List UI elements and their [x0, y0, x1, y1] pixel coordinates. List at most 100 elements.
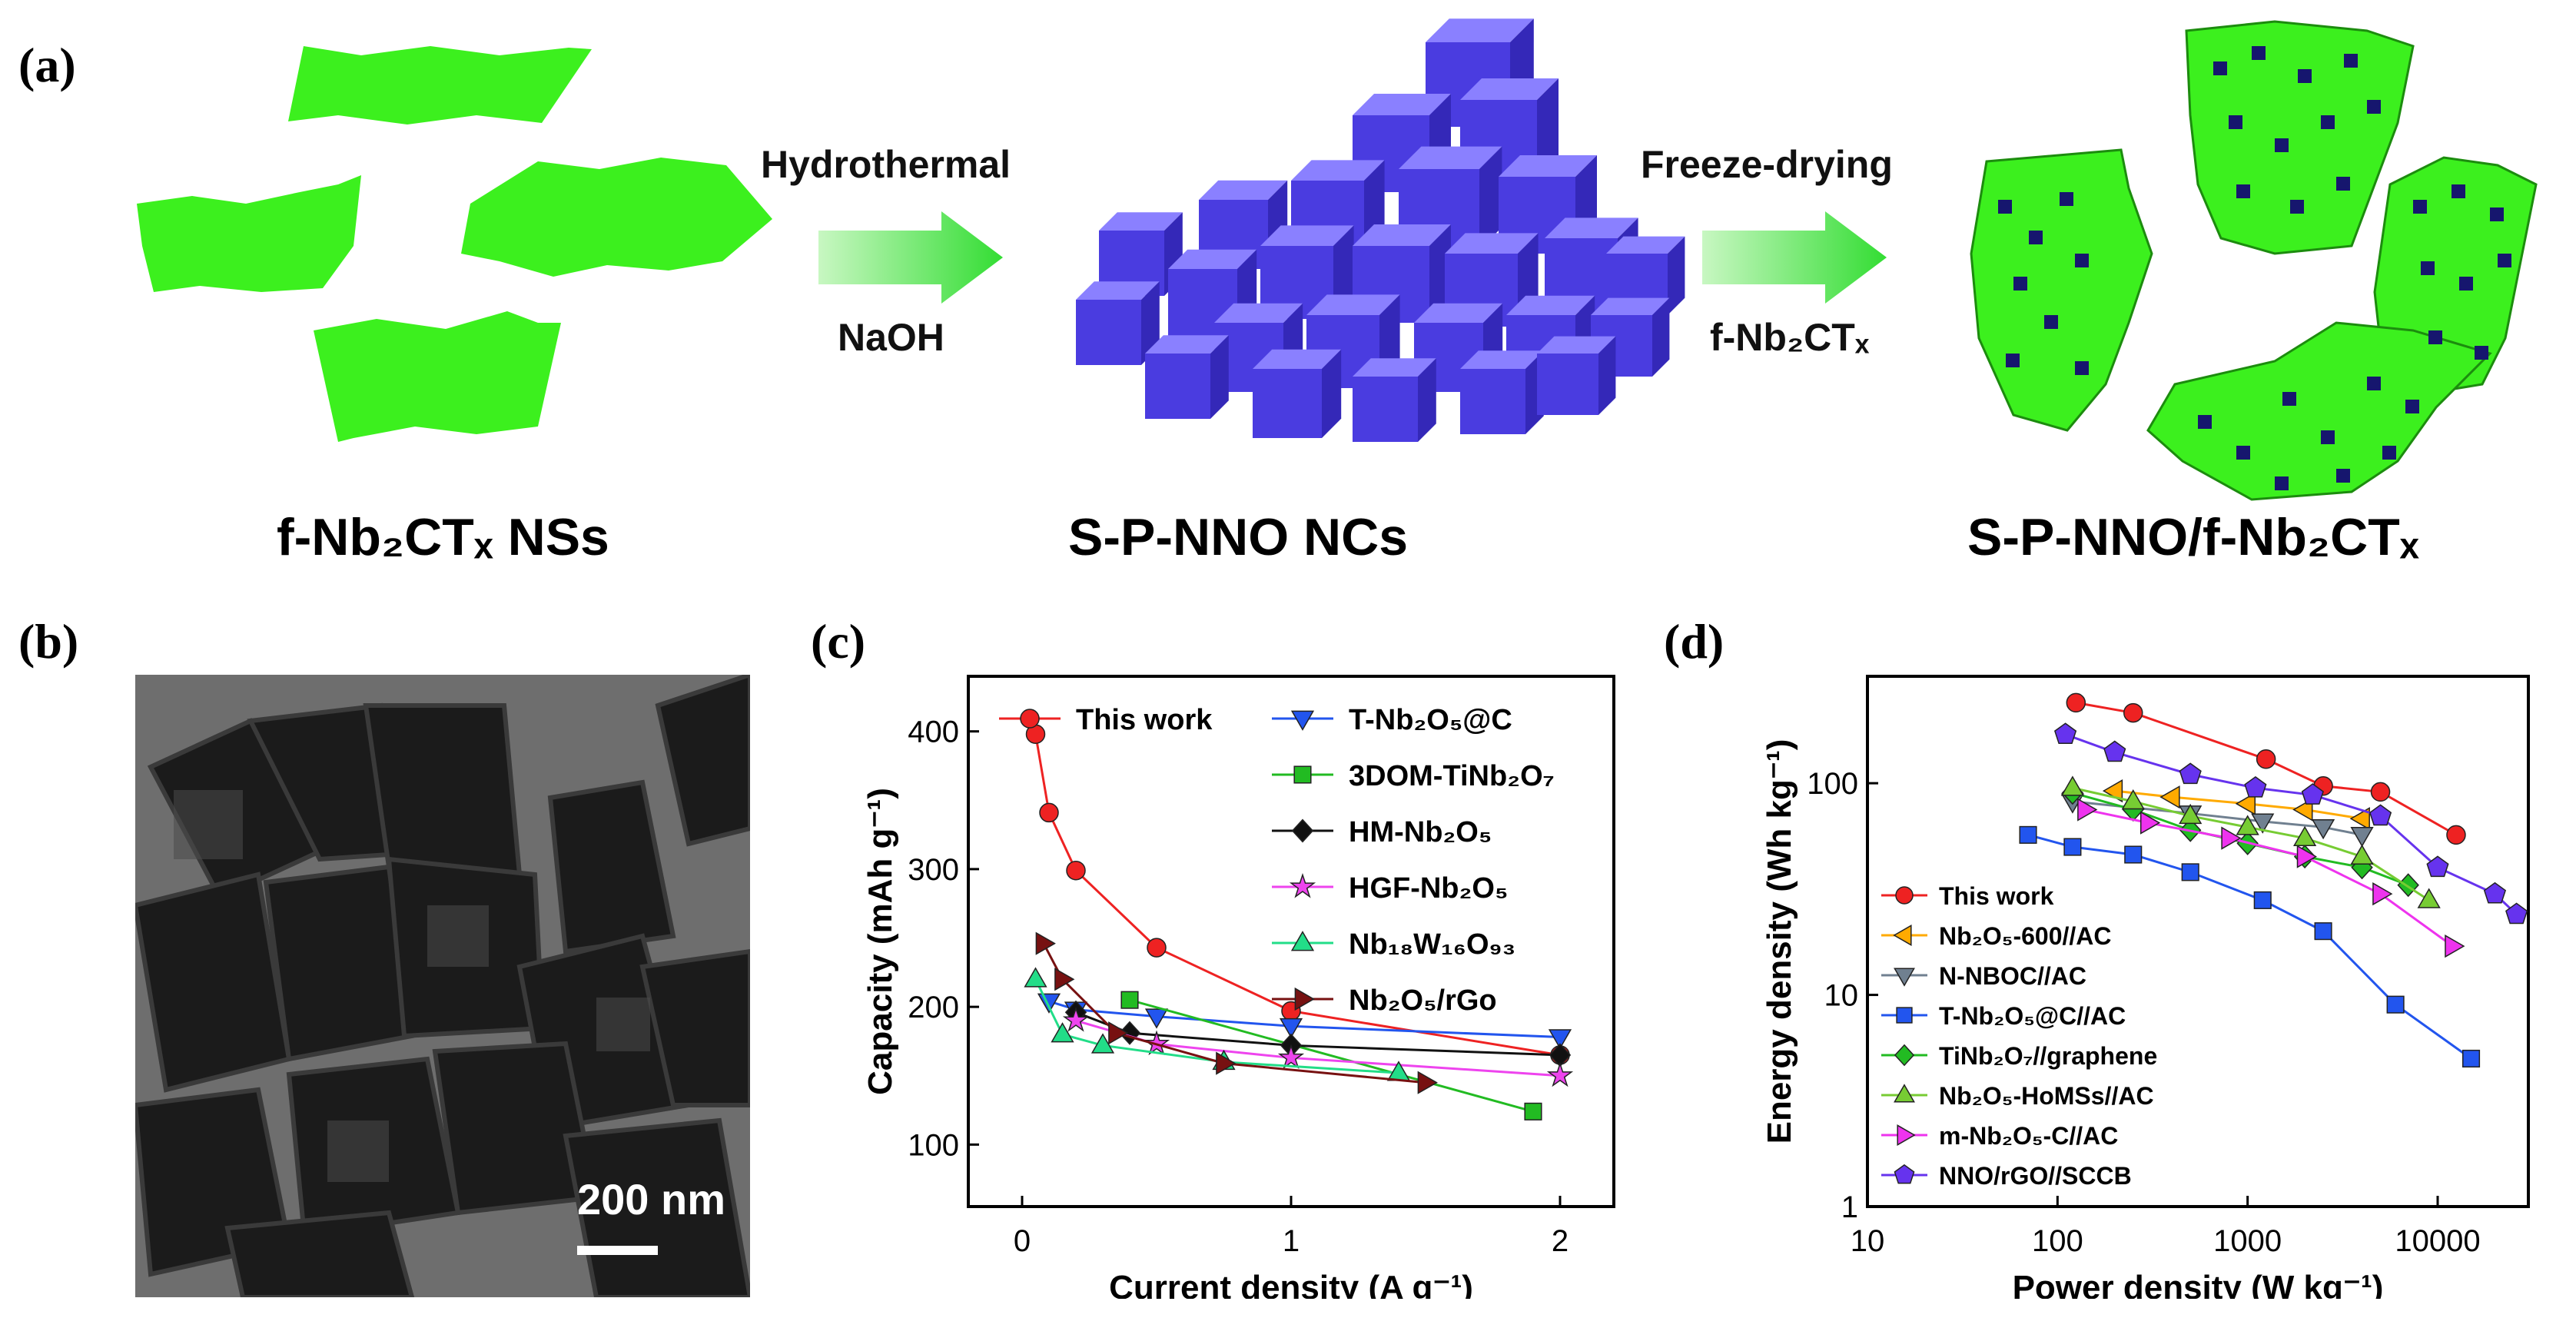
data-point — [2256, 749, 2276, 769]
data-point — [2060, 775, 2085, 796]
step1-bottom-label: NaOH — [838, 316, 944, 359]
y-tick-label: 400 — [908, 715, 959, 749]
nanocube-dot — [2459, 277, 2473, 290]
nanocube — [1099, 231, 1164, 296]
data-point — [1524, 1102, 1542, 1120]
step2-bottom-label: f-Nb₂CTₓ — [1710, 316, 1870, 359]
nanocube — [1460, 369, 1525, 434]
nanocube-dot — [2075, 254, 2089, 267]
nanocube-top — [1414, 303, 1503, 323]
data-point — [2397, 873, 2419, 898]
x-tick-label: 10 — [1851, 1224, 1885, 1258]
x-axis-label: Power density (W kg⁻¹) — [2013, 1269, 2384, 1299]
data-point — [2350, 844, 2374, 865]
nanocube-side — [1598, 336, 1616, 415]
data-point — [1035, 931, 1056, 955]
data-point — [1143, 1030, 1170, 1056]
panel-label-d: (d) — [1664, 614, 1725, 669]
data-point — [1279, 1018, 1303, 1039]
nanocube-top — [1591, 297, 1670, 315]
legend-label: NNO/rGO//SCCB — [1939, 1162, 2132, 1190]
data-point — [2253, 891, 2272, 909]
tem-micrograph — [135, 675, 750, 1297]
nanocube-dot — [2006, 354, 2020, 367]
x-tick-label: 0 — [1014, 1224, 1031, 1258]
nanocube — [1545, 238, 1618, 311]
series — [2102, 779, 2370, 831]
data-point — [2296, 845, 2318, 868]
nanocube-dot — [2275, 476, 2289, 490]
nanocube-dot — [2298, 69, 2312, 83]
data-point — [2053, 722, 2077, 745]
nanocube-dot — [2213, 61, 2227, 75]
step1-top-label: Hydrothermal — [761, 143, 1011, 186]
data-point — [1894, 968, 1915, 987]
legend-label: N-NBOC//AC — [1939, 962, 2086, 990]
legend-label: This work — [1076, 704, 1213, 736]
data-point — [1893, 925, 1912, 946]
data-point — [1108, 1021, 1129, 1045]
data-point — [2350, 827, 2374, 848]
nanocube-dot — [2321, 115, 2335, 129]
series — [1120, 991, 1542, 1120]
data-point — [2483, 881, 2507, 904]
nanocube — [1253, 369, 1322, 438]
nanocube-top — [1145, 335, 1229, 354]
data-point — [2139, 811, 2161, 835]
data-point — [2446, 825, 2466, 845]
legend-label: HM-Nb₂O₅ — [1349, 816, 1492, 848]
series — [2077, 798, 2465, 958]
data-point — [1147, 938, 1167, 958]
nanocube-dot — [2498, 254, 2511, 267]
nanocube-dot — [2290, 200, 2304, 214]
nanocube-dot — [2236, 184, 2250, 198]
nanocube-top — [1460, 78, 1559, 100]
y-axis-label: Energy density (Wh kg⁻¹) — [1761, 739, 1798, 1144]
nanosheet-3 — [461, 158, 772, 277]
y-tick-label: 200 — [908, 991, 959, 1024]
data-point — [1548, 1029, 1572, 1050]
data-point — [2181, 863, 2199, 881]
nanocube-side — [1418, 358, 1436, 442]
nanocube-dot — [2428, 330, 2442, 344]
data-point — [1897, 1124, 1916, 1146]
data-point — [1294, 987, 1315, 1011]
x-tick-label: 10000 — [2395, 1224, 2480, 1258]
data-point — [2386, 995, 2405, 1014]
name-composite: S-P-NNO/f-Nb₂CTₓ — [1967, 508, 2419, 566]
composite-group — [1970, 20, 2538, 501]
nanocube-top — [1606, 236, 1685, 254]
data-point — [2066, 692, 2086, 713]
nanocube-top — [1099, 212, 1183, 231]
data-point — [1894, 1044, 1915, 1067]
x-tick-label: 100 — [2032, 1224, 2083, 1258]
data-point — [2293, 825, 2317, 846]
data-point — [2349, 807, 2370, 831]
nanosheet-2 — [137, 175, 361, 292]
nanocube-dot — [2344, 54, 2358, 68]
nanocube-top — [1399, 146, 1502, 169]
y-tick-label: 100 — [1807, 767, 1858, 801]
legend-label: HGF-Nb₂O₅ — [1349, 872, 1508, 905]
x-tick-label: 2 — [1552, 1224, 1569, 1258]
nanocube-top — [1291, 160, 1385, 181]
panel-label-b: (b) — [18, 614, 79, 669]
data-point — [1062, 1007, 1090, 1032]
nanocube-side — [1322, 349, 1342, 438]
nanocube-dot — [2490, 207, 2504, 221]
scheme-illustration — [137, 18, 2538, 501]
data-point — [2244, 775, 2267, 798]
arrow-freeze-drying — [1702, 211, 1887, 304]
nanocube-dot — [2013, 277, 2027, 290]
nanocube-dot — [1998, 200, 2012, 214]
nanocube-top — [1499, 155, 1597, 177]
data-point — [2103, 740, 2126, 762]
nanocube-dot — [2075, 361, 2089, 375]
data-point — [1291, 818, 1314, 843]
data-point — [1290, 931, 1315, 951]
data-point — [2505, 902, 2528, 925]
nanosheet-4 — [314, 311, 561, 442]
nanocube-top — [1353, 358, 1436, 377]
nanocube-side — [1652, 297, 1670, 377]
data-point — [2426, 855, 2449, 878]
